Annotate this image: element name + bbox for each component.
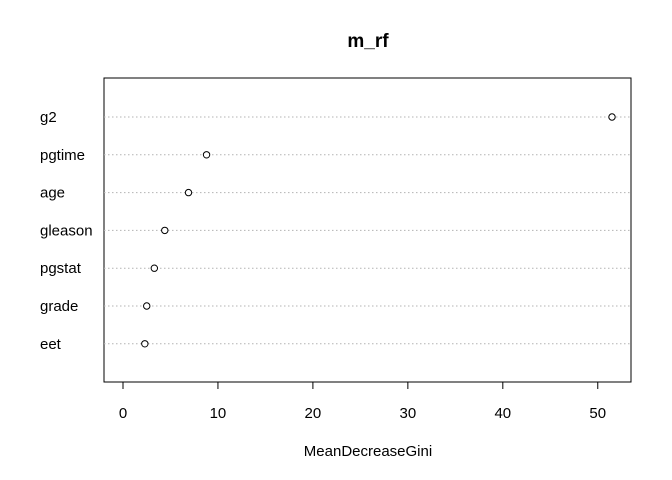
- x-tick-label-0: 0: [119, 405, 127, 422]
- category-label-pgstat: pgstat: [40, 260, 82, 277]
- x-tick-label-20: 20: [305, 405, 322, 422]
- x-tick-label-30: 30: [400, 405, 417, 422]
- chart-title: m_rf: [347, 31, 389, 52]
- x-axis-label: MeanDecreaseGini: [304, 443, 432, 460]
- point-gleason: [161, 226, 169, 235]
- guide-lines: [104, 116, 631, 345]
- x-axis: 0 10 20 30 40 50: [119, 381, 606, 422]
- x-tick-label-40: 40: [494, 405, 511, 422]
- point-pgstat: [150, 264, 159, 272]
- point-eet: [141, 340, 149, 348]
- category-label-pgtime: pgtime: [40, 147, 85, 164]
- point-pgtime: [202, 151, 211, 159]
- point-grade: [143, 302, 151, 310]
- category-label-gleason: gleason: [40, 222, 93, 239]
- category-label-eet: eet: [40, 336, 62, 353]
- point-age: [184, 188, 193, 197]
- category-label-grade: grade: [40, 298, 78, 315]
- category-labels: g2 pgtime age gleason pgstat grade eet: [40, 109, 93, 353]
- category-label-age: age: [40, 185, 65, 202]
- plot-frame: [103, 77, 632, 383]
- x-tick-label-50: 50: [589, 405, 606, 422]
- category-label-g2: g2: [40, 109, 57, 126]
- data-points: [141, 113, 616, 348]
- x-tick-label-10: 10: [210, 405, 227, 422]
- point-g2: [608, 113, 616, 121]
